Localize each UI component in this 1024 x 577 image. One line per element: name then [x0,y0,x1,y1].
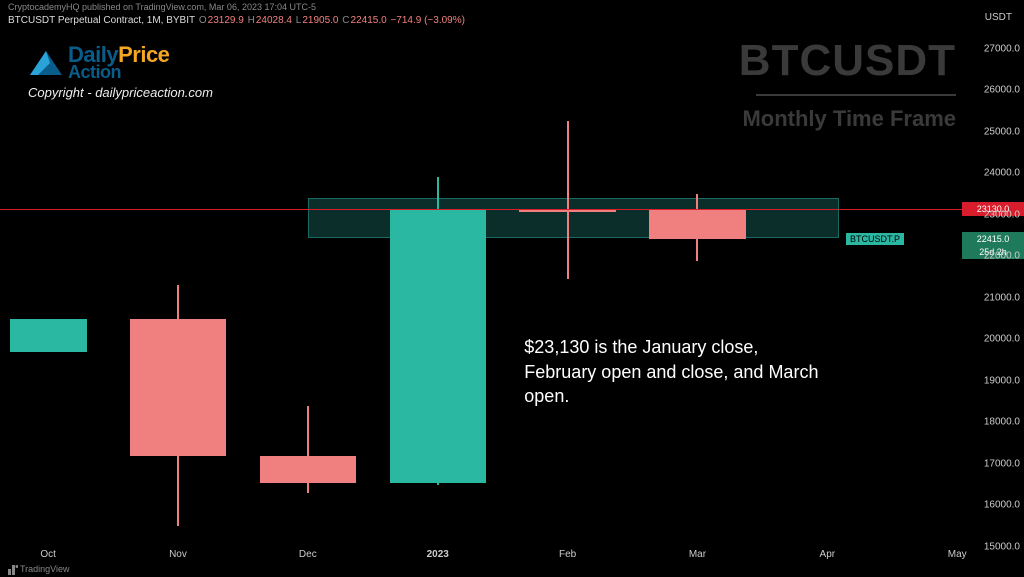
x-axis: OctNovDec2023FebMarAprMay [0,549,962,569]
x-tick: Mar [689,549,706,560]
y-tick: 16000.0 [984,500,1020,511]
y-tick: 25000.0 [984,126,1020,137]
y-tick: 17000.0 [984,458,1020,469]
candle [519,28,615,547]
y-axis: USDT 15000.016000.017000.018000.019000.0… [964,28,1024,547]
ohlc-l-label: L [296,15,302,26]
y-tick: 21000.0 [984,292,1020,303]
y-tick: 22000.0 [984,251,1020,262]
y-tick: 24000.0 [984,168,1020,179]
ohlc-l-value: 21905.0 [302,15,338,26]
ohlc-o-value: 23129.9 [208,15,244,26]
candle [130,28,226,547]
tradingview-icon [8,565,18,575]
candle [390,28,486,547]
price-line [0,209,1024,210]
footer-text: TradingView [20,564,70,574]
y-tick: 19000.0 [984,375,1020,386]
y-axis-unit: USDT [985,12,1012,23]
plot-area[interactable]: 23130.0BTCUSDT.P22415.025d 2h$23,130 is … [0,28,962,547]
x-tick: 2023 [427,549,449,560]
x-tick: Nov [169,549,187,560]
candle [649,28,745,547]
ohlc-o-label: O [199,15,207,26]
y-tick: 27000.0 [984,43,1020,54]
ohlc-bar: BTCUSDT Perpetual Contract, 1M, BYBIT O2… [8,15,466,26]
y-tick: 15000.0 [984,542,1020,553]
candle [10,28,87,547]
publisher-line: CryptocademyHQ published on TradingView.… [8,2,316,12]
x-tick: Dec [299,549,317,560]
ohlc-h-value: 24028.4 [256,15,292,26]
y-tick: 26000.0 [984,85,1020,96]
x-tick: Oct [40,549,56,560]
x-tick: Feb [559,549,576,560]
candle [260,28,356,547]
ohlc-h-label: H [248,15,255,26]
x-tick: May [948,549,967,560]
annotation-text: $23,130 is the January close, February o… [524,335,824,408]
y-tick: 23000.0 [984,209,1020,220]
chart-container: CryptocademyHQ published on TradingView.… [0,0,1024,577]
ohlc-c-label: C [342,15,349,26]
y-tick: 20000.0 [984,334,1020,345]
symbol-text: BTCUSDT Perpetual Contract, 1M, BYBIT [8,15,195,26]
ohlc-change: −714.9 (−3.09%) [390,15,465,26]
y-tick: 18000.0 [984,417,1020,428]
symbol-badge: BTCUSDT.P [846,233,904,245]
x-tick: Apr [820,549,836,560]
footer: TradingView [8,564,70,575]
ohlc-c-value: 22415.0 [351,15,387,26]
